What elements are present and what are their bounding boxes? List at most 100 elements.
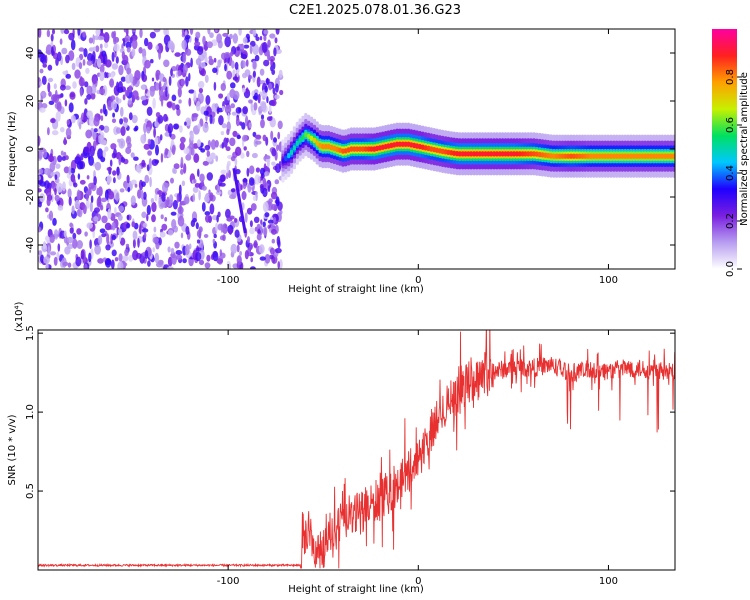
noise-blob bbox=[62, 181, 66, 192]
trace-cell bbox=[546, 153, 550, 159]
noise-blob bbox=[84, 81, 89, 88]
trace-cell bbox=[669, 153, 673, 159]
noise-blob bbox=[270, 130, 274, 141]
trace-cell bbox=[389, 142, 393, 149]
noise-blob bbox=[104, 42, 109, 49]
noise-blob bbox=[253, 240, 258, 249]
noise-blob bbox=[256, 233, 262, 241]
noise-blob bbox=[98, 128, 102, 134]
noise-blob bbox=[97, 134, 105, 145]
noise-blob bbox=[205, 214, 211, 223]
noise-blob bbox=[203, 234, 209, 238]
trace-cell bbox=[415, 143, 419, 149]
noise-blob bbox=[86, 60, 93, 66]
trace-cell bbox=[478, 151, 482, 157]
colorbar-ticks: 0.0 0.2 0.4 0.6 0.8 bbox=[725, 69, 742, 277]
noise-blob bbox=[72, 238, 78, 249]
noise-blob bbox=[144, 249, 149, 259]
noise-blob bbox=[236, 68, 239, 78]
noise-blob bbox=[222, 234, 226, 242]
trace-cell bbox=[538, 151, 542, 158]
noise-blob bbox=[262, 134, 267, 142]
noise-blob bbox=[275, 83, 279, 93]
noise-blob bbox=[242, 72, 247, 79]
noise-blob bbox=[145, 89, 148, 94]
noise-blob bbox=[74, 156, 82, 165]
noise-blob bbox=[235, 146, 242, 156]
trace-cell bbox=[404, 141, 408, 147]
noise-blob bbox=[206, 254, 211, 262]
noise-blob bbox=[157, 190, 163, 195]
trace-cell bbox=[378, 145, 382, 151]
noise-blob bbox=[161, 223, 168, 231]
noise-blob bbox=[132, 250, 139, 261]
noise-blob bbox=[213, 81, 217, 91]
trace-cell bbox=[392, 142, 396, 148]
trace-cell bbox=[543, 152, 547, 158]
noise-blob bbox=[120, 76, 126, 82]
noise-blob bbox=[53, 83, 57, 90]
trace-cell bbox=[367, 146, 371, 152]
noise-blob bbox=[204, 144, 211, 151]
noise-blob bbox=[149, 176, 152, 188]
noise-blob bbox=[95, 135, 99, 146]
noise-blob bbox=[215, 155, 219, 162]
noise-blob bbox=[63, 137, 67, 146]
noise-blob bbox=[230, 82, 236, 89]
noise-blob bbox=[243, 146, 247, 151]
noise-blob bbox=[266, 116, 273, 122]
noise-blob bbox=[121, 51, 126, 60]
noise-blob bbox=[277, 261, 281, 269]
noise-blob bbox=[195, 251, 202, 262]
noise-blob bbox=[201, 180, 205, 187]
noise-blob bbox=[268, 83, 273, 91]
noise-blob bbox=[131, 48, 136, 57]
noise-blob bbox=[67, 188, 72, 198]
noise-blob bbox=[54, 174, 58, 180]
noise-blob bbox=[139, 29, 143, 39]
noise-blob bbox=[255, 167, 260, 173]
trace-cell bbox=[352, 146, 356, 152]
trace-cell bbox=[312, 137, 316, 143]
noise-blob bbox=[118, 232, 122, 242]
noise-blob bbox=[200, 62, 206, 69]
noise-blob bbox=[64, 155, 69, 161]
noise-blob bbox=[55, 111, 61, 122]
noise-blob bbox=[224, 104, 232, 114]
noise-blob bbox=[111, 63, 119, 70]
noise-blob bbox=[275, 247, 282, 254]
noise-blob bbox=[48, 210, 54, 221]
noise-blob bbox=[39, 80, 42, 87]
noise-blob bbox=[195, 58, 202, 66]
noise-blob bbox=[236, 255, 242, 266]
trace-cell bbox=[506, 151, 510, 157]
noise-blob bbox=[252, 60, 257, 70]
noise-blob bbox=[221, 52, 226, 60]
noise-blob bbox=[88, 182, 95, 189]
noise-blob bbox=[202, 160, 209, 166]
trace-cell bbox=[455, 151, 459, 157]
noise-blob bbox=[239, 251, 243, 256]
trace-cell bbox=[441, 148, 445, 155]
noise-blob bbox=[260, 118, 265, 129]
noise-blob bbox=[119, 237, 126, 246]
trace-cell bbox=[646, 153, 650, 159]
noise-blob bbox=[134, 125, 139, 131]
noise-blob bbox=[269, 33, 276, 39]
snr-frame bbox=[37, 329, 676, 571]
noise-blob bbox=[259, 68, 265, 76]
noise-blob bbox=[209, 114, 213, 125]
noise-blob bbox=[253, 102, 258, 111]
spectrogram-panel: -100 0 100 -40 -20 0 20 40 Height of straight … bbox=[7, 28, 676, 295]
noise-blob bbox=[38, 188, 42, 193]
noise-blob bbox=[38, 175, 41, 181]
noise-blob bbox=[183, 163, 187, 174]
noise-blob bbox=[99, 43, 103, 49]
trace-cell bbox=[492, 151, 496, 157]
noise-blob bbox=[64, 85, 71, 90]
noise-blob bbox=[111, 222, 116, 231]
noise-blob bbox=[101, 215, 108, 224]
noise-blob bbox=[78, 62, 83, 70]
noise-blob bbox=[176, 193, 180, 203]
noise-blob bbox=[204, 211, 211, 216]
